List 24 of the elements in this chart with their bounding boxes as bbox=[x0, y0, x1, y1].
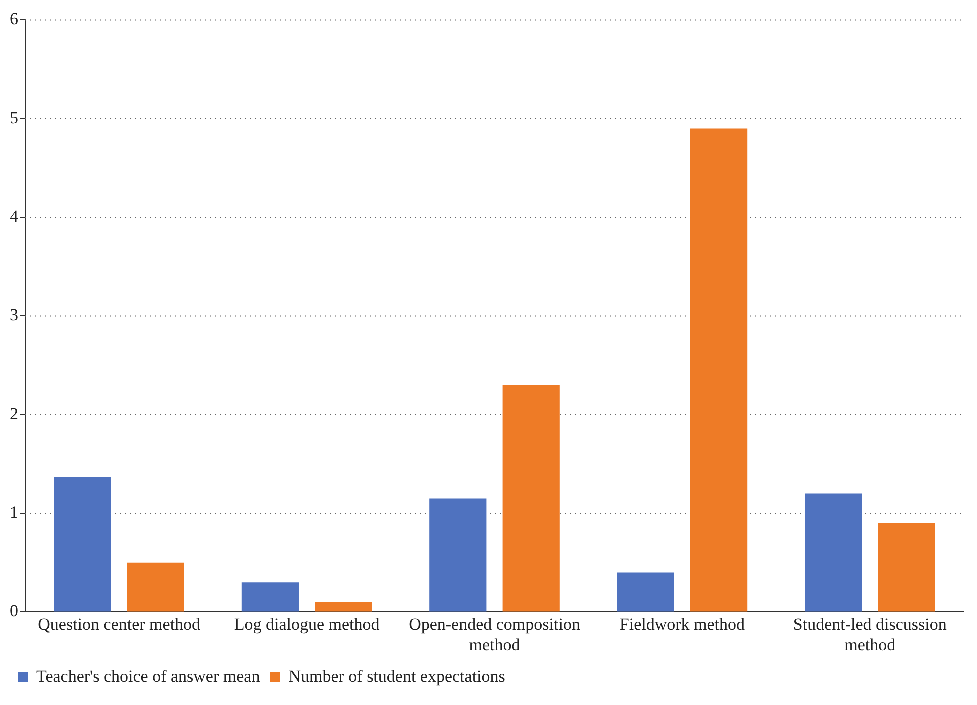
x-tick-label: Student-led discussion method bbox=[793, 614, 948, 654]
bar bbox=[690, 128, 748, 612]
y-tick-label: 1 bbox=[10, 503, 18, 522]
bar bbox=[878, 523, 936, 612]
x-tick-label: Question center method bbox=[38, 614, 202, 634]
bar bbox=[502, 385, 560, 612]
legend-label: Teacher's choice of answer mean bbox=[36, 666, 261, 686]
x-tick-label: Open-ended composition method bbox=[409, 614, 581, 654]
bar bbox=[430, 498, 487, 612]
x-tick-label: Fieldwork method bbox=[620, 614, 746, 634]
y-tick-label: 5 bbox=[10, 108, 18, 128]
bar bbox=[242, 582, 299, 612]
bar bbox=[127, 562, 184, 612]
bar bbox=[805, 494, 862, 612]
y-tick-label: 2 bbox=[10, 404, 18, 424]
y-tick-label: 6 bbox=[10, 10, 18, 29]
y-tick-label: 0 bbox=[10, 602, 18, 621]
bar bbox=[315, 602, 372, 612]
legend-label: Number of student expectations bbox=[288, 666, 506, 686]
y-tick-label: 4 bbox=[10, 207, 19, 226]
bar bbox=[617, 572, 674, 612]
x-tick-label: Log dialogue method bbox=[234, 614, 380, 634]
bar bbox=[54, 477, 112, 612]
y-tick-label: 3 bbox=[10, 306, 18, 325]
